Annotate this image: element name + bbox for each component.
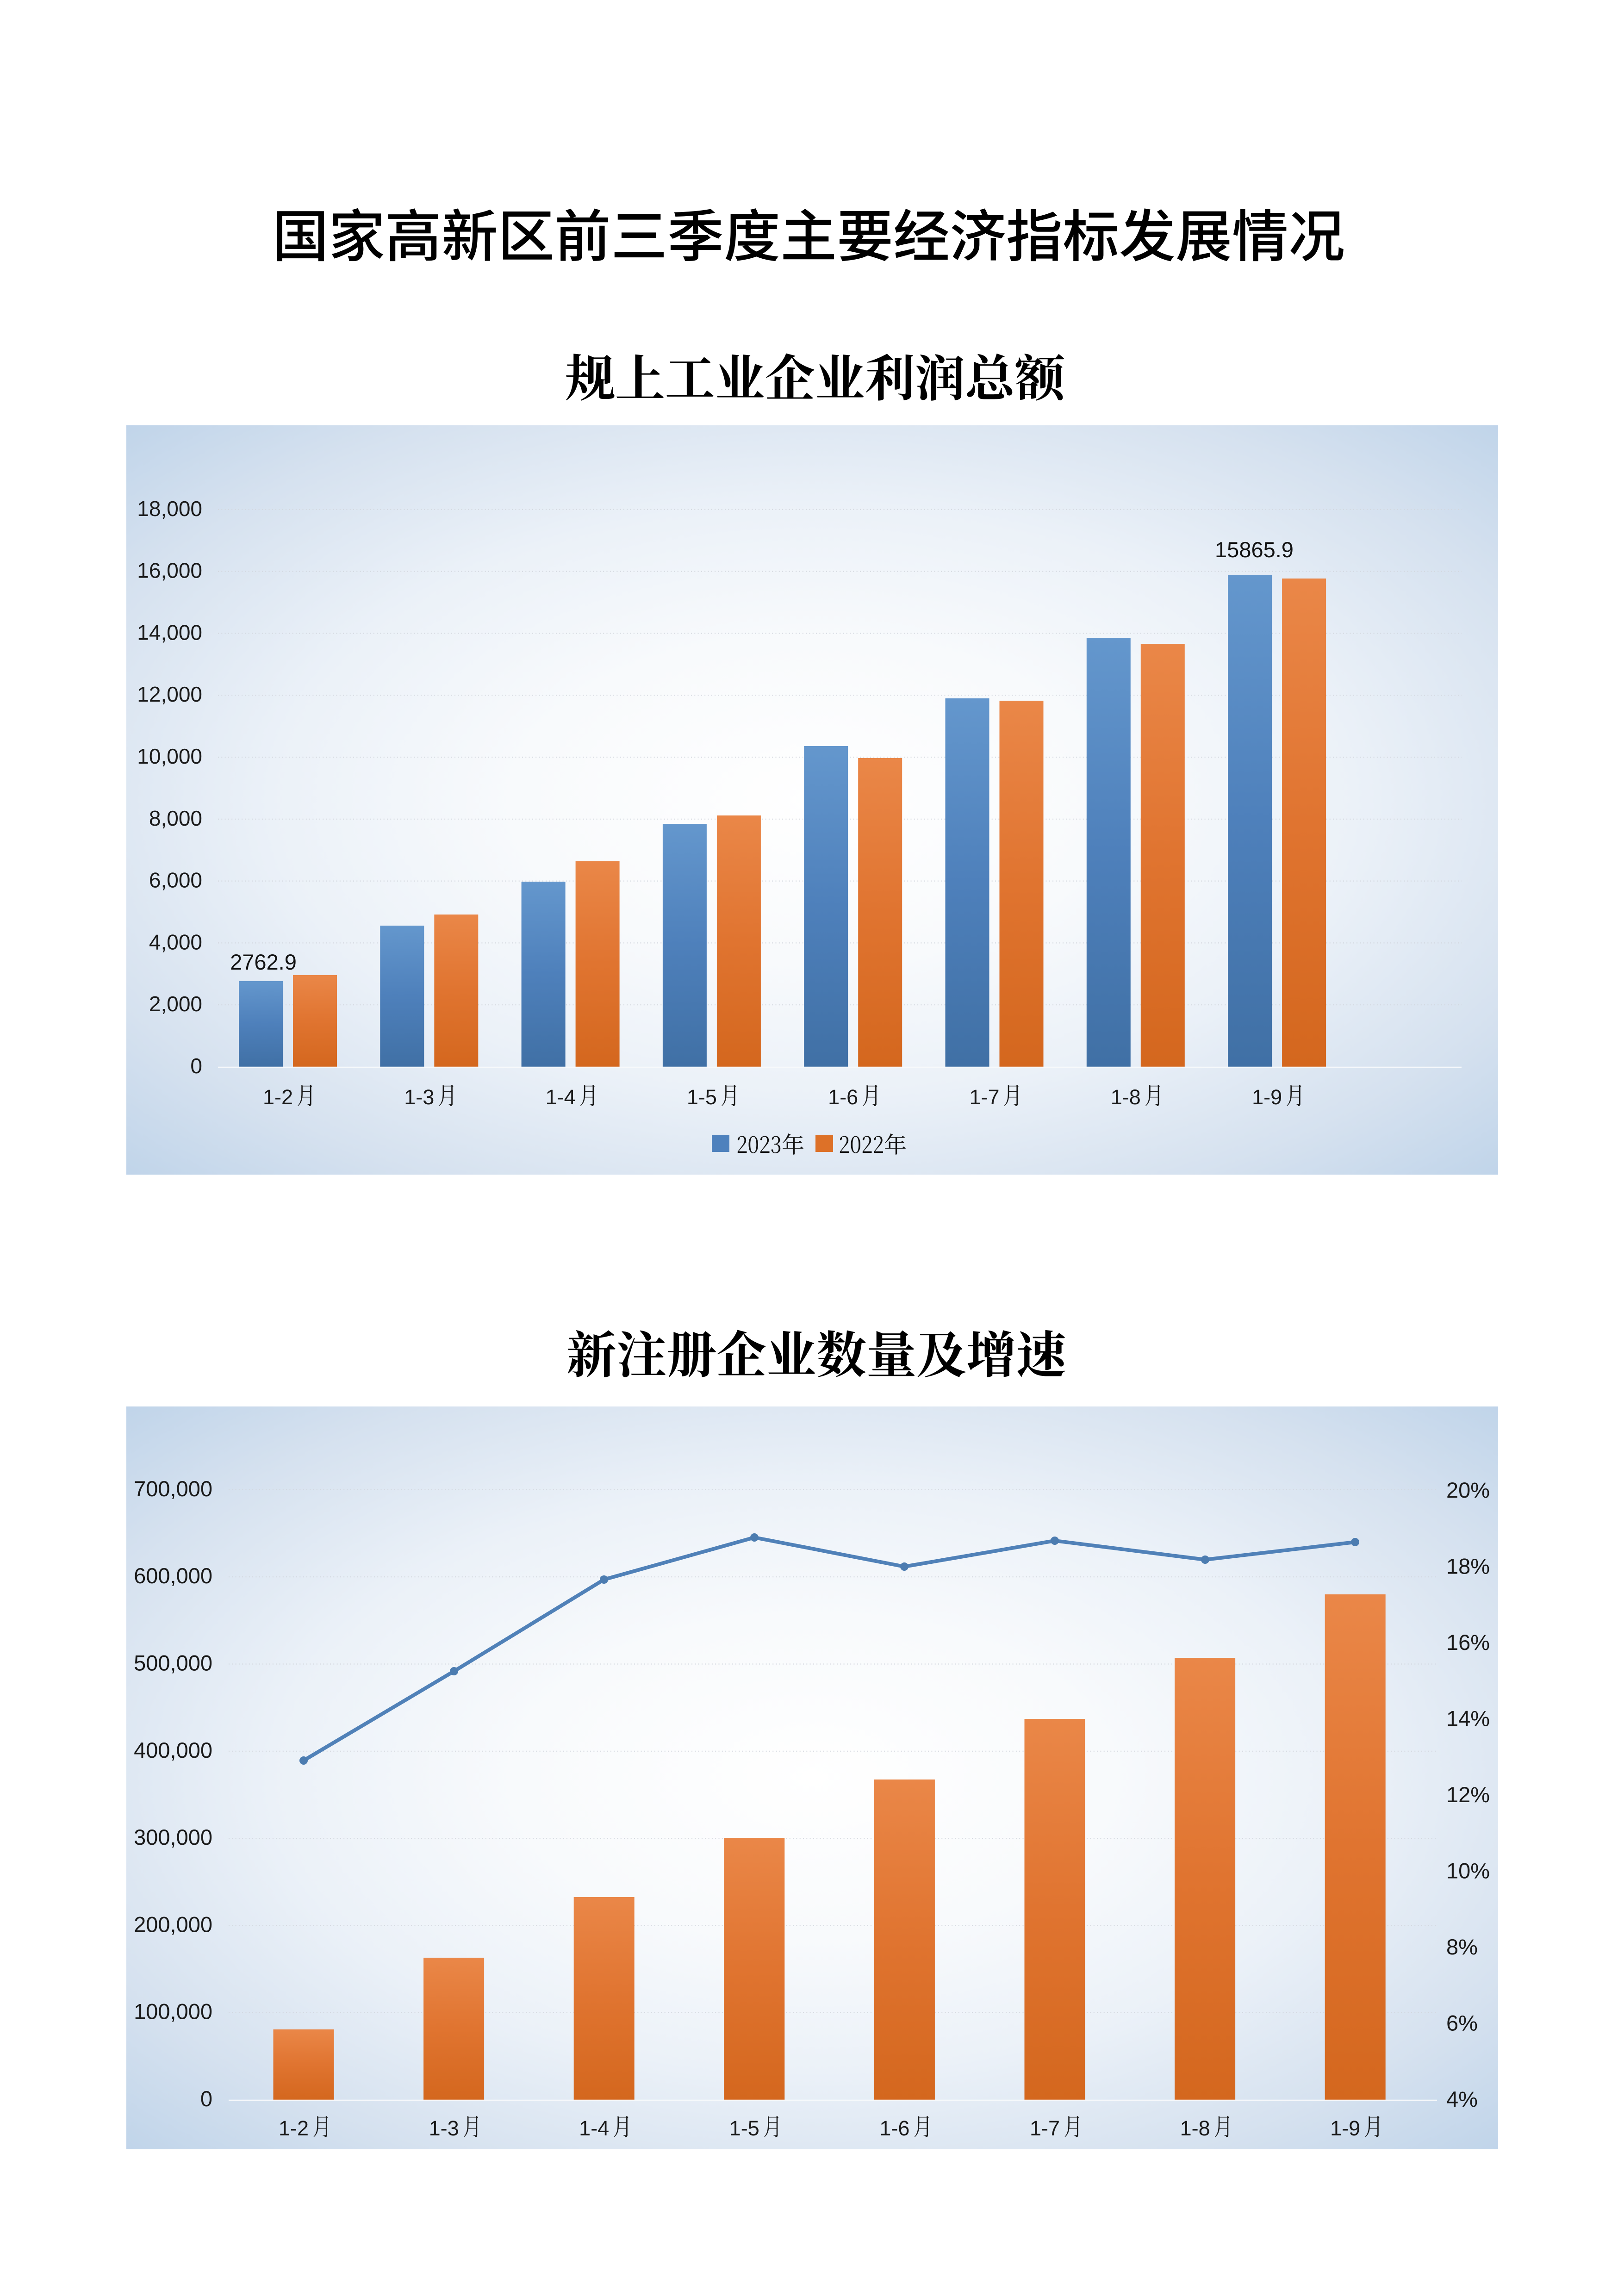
svg-text:0: 0 [190, 1054, 202, 1078]
svg-text:1-8: 1-8 [1111, 1085, 1141, 1109]
svg-text:500,000: 500,000 [134, 1651, 212, 1675]
svg-text:15865.9: 15865.9 [1215, 537, 1294, 562]
svg-text:14%: 14% [1446, 1706, 1490, 1731]
svg-text:1-4: 1-4 [546, 1085, 576, 1109]
svg-text:1-2: 1-2 [263, 1085, 293, 1109]
svg-text:1-6: 1-6 [828, 1085, 858, 1109]
svg-text:600,000: 600,000 [134, 1563, 212, 1588]
svg-text:12%: 12% [1446, 1782, 1490, 1807]
svg-text:4,000: 4,000 [149, 930, 202, 954]
svg-text:20%: 20% [1446, 1478, 1490, 1502]
svg-text:10,000: 10,000 [137, 744, 202, 768]
svg-text:2762.9: 2762.9 [230, 950, 297, 974]
svg-text:200,000: 200,000 [134, 1912, 212, 1936]
svg-text:16%: 16% [1446, 1630, 1490, 1655]
svg-text:1-2: 1-2 [279, 2116, 309, 2140]
svg-text:6%: 6% [1446, 2011, 1478, 2035]
svg-text:1-5: 1-5 [687, 1085, 717, 1109]
svg-text:1-9: 1-9 [1330, 2116, 1360, 2140]
svg-text:1-7: 1-7 [969, 1085, 999, 1109]
svg-text:1-4: 1-4 [579, 2116, 609, 2140]
svg-text:300,000: 300,000 [134, 1825, 212, 1849]
svg-text:12,000: 12,000 [137, 682, 202, 706]
svg-text:400,000: 400,000 [134, 1738, 212, 1762]
svg-text:8%: 8% [1446, 1935, 1478, 1959]
svg-text:6,000: 6,000 [149, 868, 202, 892]
svg-text:1-5: 1-5 [729, 2116, 759, 2140]
svg-text:8,000: 8,000 [149, 806, 202, 830]
svg-text:700,000: 700,000 [134, 1476, 212, 1501]
svg-text:0: 0 [200, 2086, 212, 2111]
svg-text:10%: 10% [1446, 1859, 1490, 1883]
svg-text:1-3: 1-3 [404, 1085, 434, 1109]
svg-text:1-6: 1-6 [879, 2116, 909, 2140]
svg-text:18%: 18% [1446, 1554, 1490, 1579]
svg-text:4%: 4% [1446, 2087, 1478, 2111]
svg-text:1-8: 1-8 [1180, 2116, 1210, 2140]
svg-text:2,000: 2,000 [149, 992, 202, 1016]
svg-text:14,000: 14,000 [137, 620, 202, 644]
svg-text:16,000: 16,000 [137, 559, 202, 583]
svg-text:18,000: 18,000 [137, 497, 202, 521]
svg-text:100,000: 100,000 [134, 1999, 212, 2024]
svg-text:1-7: 1-7 [1030, 2116, 1060, 2140]
svg-text:1-9: 1-9 [1252, 1085, 1282, 1109]
svg-text:1-3: 1-3 [429, 2116, 459, 2140]
